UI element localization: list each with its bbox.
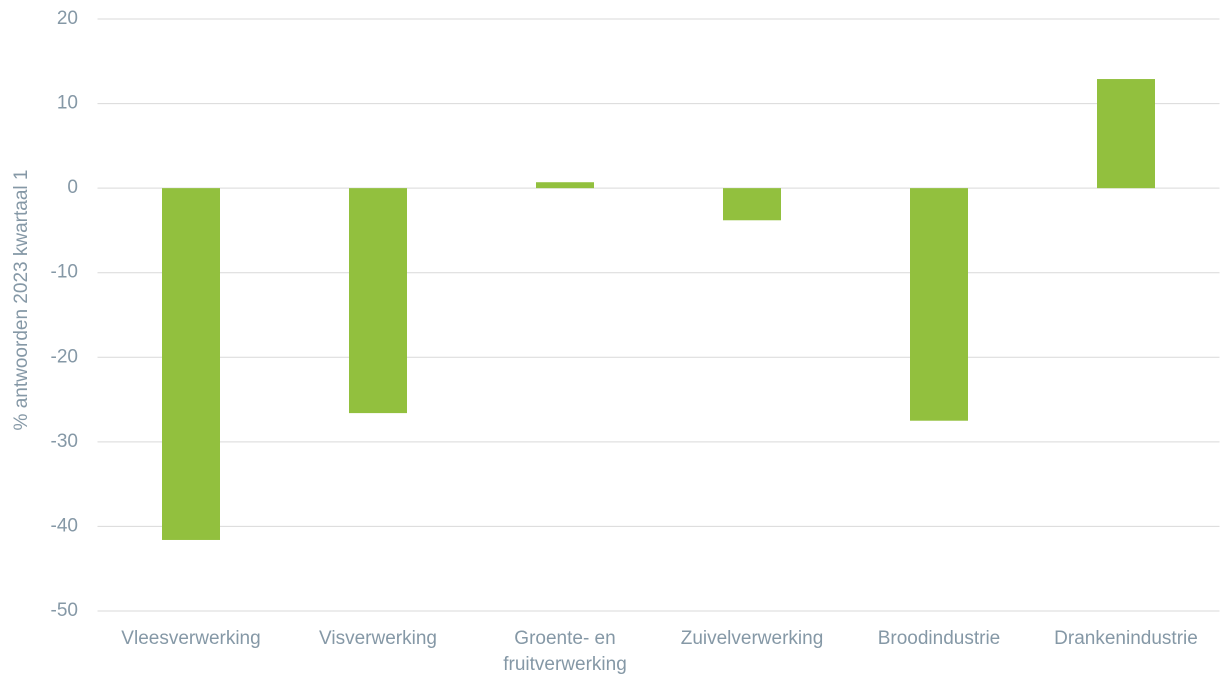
y-tick-label: -10: [51, 262, 78, 283]
y-tick-label: -40: [51, 515, 78, 536]
bar: [536, 182, 594, 189]
y-tick-label: -50: [51, 600, 78, 621]
x-tick-label: Vleesverwerking: [121, 628, 261, 649]
x-tick-label: Groente- en fruitverwerking: [503, 628, 627, 675]
x-tick-label: Zuivelverwerking: [680, 628, 824, 649]
y-tick-label: -30: [51, 431, 78, 452]
x-tick-label: Visverwerking: [319, 628, 437, 649]
x-tick-label: Drankenindustrie: [1054, 628, 1198, 649]
y-tick-label: -20: [51, 346, 78, 367]
bar: [723, 188, 781, 221]
bar: [910, 188, 968, 421]
y-axis-label: % antwoorden 2023 kwartaal 1: [11, 170, 32, 431]
y-tick-label: 0: [67, 177, 78, 198]
bar: [162, 188, 220, 540]
x-tick-label: Broodindustrie: [877, 628, 1001, 649]
bar: [1097, 79, 1155, 189]
y-tick-label: 10: [57, 93, 78, 114]
bar: [349, 188, 407, 414]
y-tick-label: 20: [57, 8, 78, 29]
